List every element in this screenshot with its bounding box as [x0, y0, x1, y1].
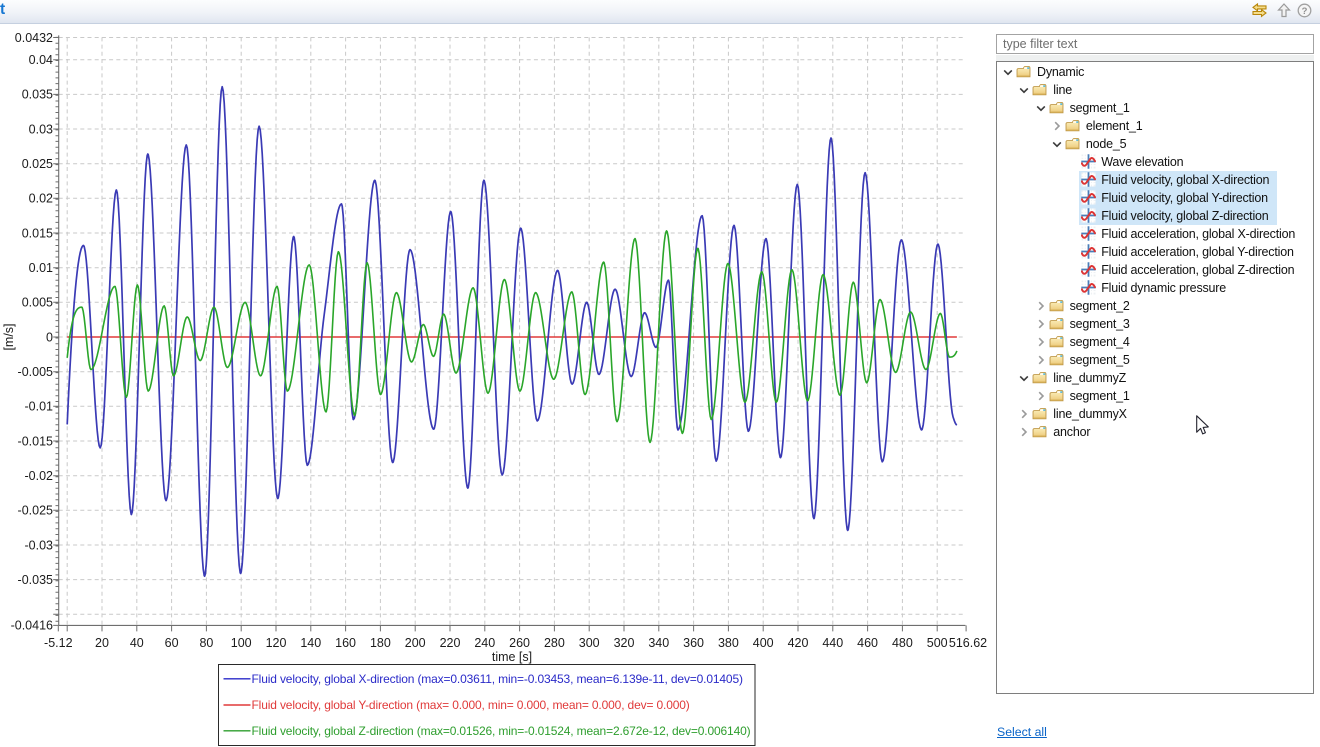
- svg-text:380: 380: [718, 636, 739, 650]
- svg-text:20: 20: [95, 636, 109, 650]
- svg-text:0.035: 0.035: [22, 88, 53, 102]
- svg-text:-0.03: -0.03: [25, 538, 54, 552]
- svg-text:420: 420: [788, 636, 809, 650]
- svg-text:-5.12: -5.12: [44, 636, 73, 650]
- svg-text:-0.0416: -0.0416: [11, 619, 53, 633]
- svg-text:340: 340: [648, 636, 669, 650]
- svg-text:516.62: 516.62: [949, 636, 987, 650]
- svg-text:180: 180: [370, 636, 391, 650]
- svg-text:0.01: 0.01: [29, 261, 53, 275]
- svg-text:-0.02: -0.02: [25, 469, 54, 483]
- svg-text:400: 400: [753, 636, 774, 650]
- svg-text:440: 440: [822, 636, 843, 650]
- svg-text:-0.015: -0.015: [18, 434, 53, 448]
- svg-text:300: 300: [579, 636, 600, 650]
- svg-text:?: ?: [1302, 6, 1308, 17]
- svg-text:-0.025: -0.025: [18, 504, 53, 518]
- svg-text:Fluid velocity, global Z-direc: Fluid velocity, global Z-direction (max=…: [252, 724, 751, 738]
- svg-text:time [s]: time [s]: [492, 650, 532, 664]
- svg-text:0.04: 0.04: [29, 53, 53, 67]
- svg-text:280: 280: [544, 636, 565, 650]
- svg-text:0.03: 0.03: [29, 122, 53, 136]
- svg-text:40: 40: [130, 636, 144, 650]
- svg-text:100: 100: [231, 636, 252, 650]
- svg-text:360: 360: [683, 636, 704, 650]
- svg-text:80: 80: [199, 636, 213, 650]
- svg-text:0: 0: [46, 330, 53, 344]
- svg-text:140: 140: [300, 636, 321, 650]
- svg-text:460: 460: [857, 636, 878, 650]
- svg-text:260: 260: [509, 636, 530, 650]
- svg-text:60: 60: [165, 636, 179, 650]
- svg-text:480: 480: [892, 636, 913, 650]
- svg-text:240: 240: [474, 636, 495, 650]
- svg-text:320: 320: [614, 636, 635, 650]
- svg-text:Fluid velocity, global X-direc: Fluid velocity, global X-direction (max=…: [252, 672, 743, 686]
- svg-text:500: 500: [927, 636, 948, 650]
- svg-text:-0.005: -0.005: [18, 365, 53, 379]
- svg-text:[m/s]: [m/s]: [2, 323, 16, 350]
- svg-text:0.02: 0.02: [29, 192, 53, 206]
- svg-text:0.005: 0.005: [22, 296, 53, 310]
- svg-text:Fluid velocity, global Y-direc: Fluid velocity, global Y-direction (max=…: [252, 698, 690, 712]
- svg-text:220: 220: [440, 636, 461, 650]
- svg-text:0.0432: 0.0432: [15, 31, 53, 45]
- svg-text:160: 160: [335, 636, 356, 650]
- svg-text:200: 200: [405, 636, 426, 650]
- svg-text:-0.01: -0.01: [25, 400, 54, 414]
- svg-text:0.015: 0.015: [22, 226, 53, 240]
- svg-text:0.025: 0.025: [22, 157, 53, 171]
- svg-text:-0.035: -0.035: [18, 573, 53, 587]
- svg-text:120: 120: [266, 636, 287, 650]
